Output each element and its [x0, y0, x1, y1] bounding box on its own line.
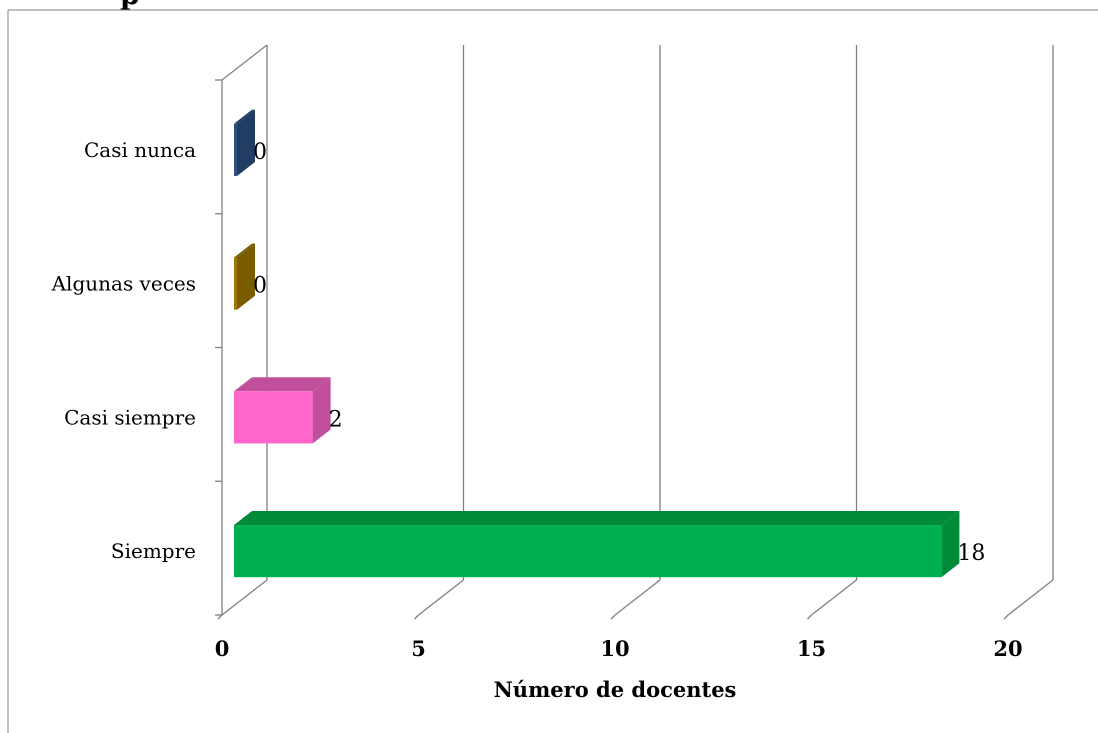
gridline-floor-4 — [1007, 579, 1054, 616]
category-label: Siempre — [111, 539, 196, 563]
bar-side — [941, 511, 960, 578]
category-label: Casi nunca — [84, 138, 196, 162]
bar-side — [237, 243, 255, 310]
bar-front — [234, 257, 237, 310]
x-tick-label: 5 — [411, 636, 426, 661]
data-label: 18 — [957, 541, 985, 566]
category-label: Casi siempre — [64, 405, 196, 429]
gridline-floor-3 — [811, 579, 857, 616]
gridline-floor-1 — [418, 579, 464, 616]
value-tick-mark-2 — [610, 614, 616, 620]
bar-casi-nunca — [234, 109, 255, 176]
value-tick-mark-1 — [414, 614, 419, 620]
bar-casi-siempre — [234, 377, 331, 444]
bar-top — [234, 511, 960, 526]
value-tick-mark-3 — [807, 614, 812, 620]
bar-front — [234, 123, 237, 176]
bar-siempre — [234, 511, 960, 578]
category-label: Algunas veces — [51, 272, 196, 296]
bar-top — [234, 243, 255, 258]
data-label: 2 — [329, 407, 343, 432]
bar-front — [234, 525, 942, 578]
x-tick-label: 10 — [600, 636, 629, 661]
x-tick-label: 0 — [215, 636, 230, 661]
bar-top — [234, 377, 331, 392]
bar-side — [237, 109, 255, 176]
value-tick-mark-0 — [217, 614, 223, 620]
bar-algunas-veces — [234, 243, 255, 310]
value-tick-mark-4 — [1003, 614, 1009, 620]
x-tick-label: 20 — [993, 636, 1022, 661]
bar-front — [234, 391, 313, 444]
x-axis-title: Número de docentes — [494, 677, 737, 702]
x-tick-label: 15 — [797, 636, 826, 661]
data-label: 0 — [253, 140, 267, 165]
side-wall-top-edge — [221, 44, 268, 81]
bar-top — [234, 109, 255, 124]
gridline-floor-0 — [221, 579, 268, 616]
bar-side — [312, 377, 331, 444]
gridline-floor-2 — [614, 579, 661, 616]
cropped-title-fragment: p — [120, 0, 140, 11]
data-label: 0 — [253, 274, 267, 299]
